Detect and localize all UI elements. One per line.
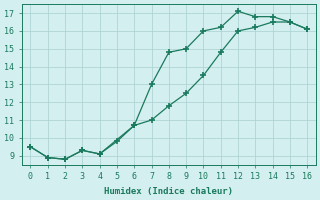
X-axis label: Humidex (Indice chaleur): Humidex (Indice chaleur) (104, 187, 233, 196)
